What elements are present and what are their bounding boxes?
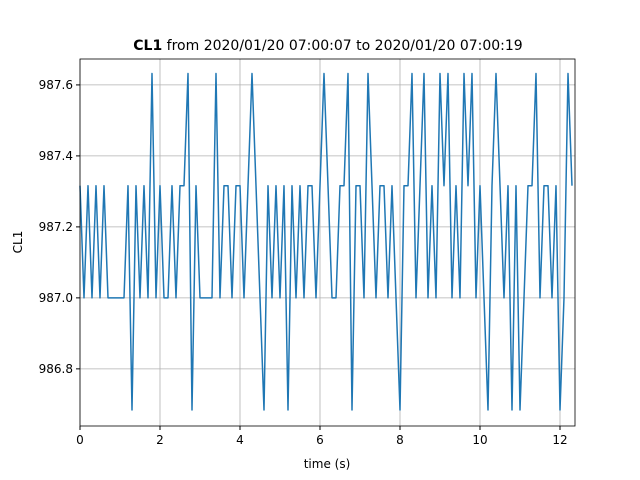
x-axis-label: time (s)	[304, 457, 351, 471]
x-tick-label: 8	[396, 433, 404, 447]
x-tick-label: 10	[472, 433, 487, 447]
y-tick-label: 986.8	[39, 362, 73, 376]
data-line	[79, 72, 573, 411]
x-tick-label: 6	[316, 433, 324, 447]
y-tick-label: 987.6	[39, 78, 73, 92]
y-axis-label: CL1	[11, 231, 25, 254]
title-bold: CL1	[133, 38, 162, 54]
y-tick-label: 987.4	[39, 149, 73, 163]
x-tick-label: 0	[76, 433, 84, 447]
y-tick-label: 987.2	[39, 220, 73, 234]
y-tick-label: 987.0	[39, 291, 73, 305]
x-tick-label: 4	[236, 433, 244, 447]
chart-title: CL1 from 2020/01/20 07:00:07 to 2020/01/…	[133, 38, 522, 54]
title-rest: from 2020/01/20 07:00:07 to 2020/01/20 0…	[162, 38, 522, 54]
x-tick-label: 12	[552, 433, 567, 447]
plot-frame	[79, 58, 576, 427]
x-tick-label: 2	[156, 433, 164, 447]
